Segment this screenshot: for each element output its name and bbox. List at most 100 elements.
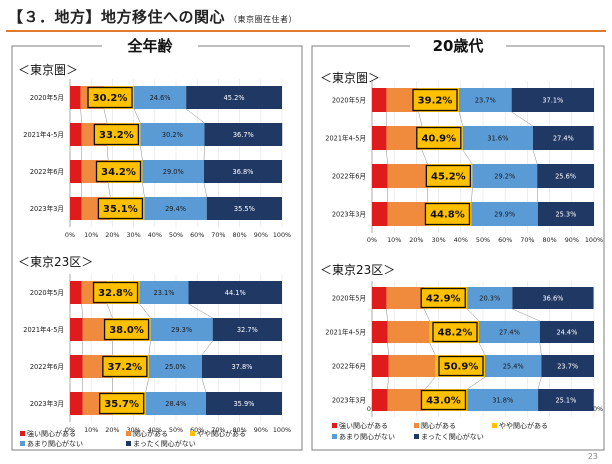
connector-line (203, 182, 207, 198)
chart-group-title: ＜東京圏＞ (18, 63, 78, 77)
connector-line (186, 108, 205, 124)
panel-header-bg (410, 37, 506, 55)
connector-line (429, 342, 436, 356)
legend-label: やや関心がある (499, 421, 548, 430)
legend-label: 強い関心がある (27, 429, 76, 438)
data-label: 35.5% (234, 205, 255, 213)
bar-segment (206, 197, 282, 220)
panel-header: 全年齢 (126, 37, 173, 55)
interest-total-label: 30.2% (93, 93, 128, 104)
connector-line (421, 149, 428, 165)
bar-segment (386, 287, 425, 309)
x-tick-label: 100% (585, 236, 603, 244)
data-label: 36.8% (233, 168, 254, 176)
bar-segment (539, 321, 594, 343)
connector-line (188, 303, 213, 319)
bar-segment (537, 164, 594, 188)
page-number: 23 (587, 452, 598, 461)
data-label: 25.4% (503, 362, 524, 370)
bar-segment (70, 281, 82, 304)
bar-segment (145, 392, 206, 415)
panel-header: 20歳代 (433, 37, 484, 55)
data-label: 20.3% (479, 294, 500, 302)
legend-swatch (492, 423, 497, 428)
data-label: 29.2% (494, 172, 515, 180)
interest-total-label: 35.1% (103, 204, 138, 215)
interest-total-label: 40.9% (421, 134, 456, 145)
data-label: 45.2% (224, 94, 245, 102)
connector-line (107, 182, 111, 198)
bar-segment (204, 123, 283, 146)
bar-segment (201, 355, 282, 378)
bar-segment (70, 86, 81, 109)
bar-segment (372, 389, 388, 411)
legend-swatch (190, 431, 195, 436)
bar-segment (372, 202, 388, 226)
x-tick-label: 50% (476, 236, 490, 244)
bar-segment (484, 355, 542, 377)
x-tick-label: 90% (254, 231, 268, 239)
connector-line (467, 308, 480, 322)
bar-segment (511, 88, 594, 112)
x-tick-label: 80% (232, 231, 246, 239)
x-tick-label: 60% (190, 231, 204, 239)
legend-label: やや関心がある (197, 429, 246, 438)
bar-segment (139, 281, 189, 304)
x-tick-label: 90% (254, 426, 268, 434)
bar-segment (388, 355, 436, 377)
interest-total-label: 43.0% (426, 396, 461, 407)
interest-total-label: 45.2% (431, 172, 466, 183)
bar-segment (70, 160, 82, 183)
connector-line (423, 308, 430, 322)
bar-segment (205, 392, 282, 415)
bar-segment (387, 321, 430, 343)
interest-total-label: 37.2% (108, 362, 143, 373)
x-tick-label: 0% (367, 236, 377, 244)
x-tick-label: 80% (232, 426, 246, 434)
chart-4: ＜東京23区＞0%10%20%30%40%50%60%70%80%90%100%… (320, 263, 603, 417)
bar-segment (538, 389, 594, 411)
connector-line (139, 303, 151, 319)
connector-line (387, 342, 389, 356)
panel-frame (311, 45, 605, 451)
interest-total-label: 34.2% (101, 167, 136, 178)
x-tick-label: 60% (190, 426, 204, 434)
bar-segment (372, 287, 387, 309)
bar-segment (148, 355, 202, 378)
slide-title: 【３．地方】地方移住への関心 （東京圏在住者） (8, 6, 297, 27)
interest-total-box (92, 281, 139, 304)
category-label: 2021年4-5月 (325, 327, 366, 336)
connector-line (537, 376, 542, 390)
data-label: 24.6% (150, 94, 171, 102)
legend-label: 関心がある (133, 429, 168, 438)
bar-segment (372, 164, 388, 188)
x-tick-label: 90% (565, 236, 579, 244)
x-tick-label: 50% (169, 426, 183, 434)
x-tick-label: 10% (387, 236, 401, 244)
interest-total-box (103, 318, 150, 341)
category-label: 2020年5月 (30, 93, 64, 102)
x-tick-label: 0% (65, 231, 75, 239)
connector-line (81, 303, 83, 319)
data-label: 27.4% (499, 328, 520, 336)
bar-segment (462, 126, 533, 150)
data-label: 31.8% (492, 396, 513, 404)
x-tick-label: 80% (542, 236, 556, 244)
data-label: 29.0% (163, 168, 184, 176)
interest-total-label: 33.2% (99, 130, 134, 141)
connector-line (467, 376, 486, 390)
bar-segment (467, 287, 513, 309)
panel-frame (11, 45, 303, 451)
interest-total-box (412, 88, 458, 112)
data-label: 27.4% (553, 134, 574, 142)
category-label: 2023年3月 (332, 395, 366, 404)
interest-total-label: 44.8% (430, 210, 465, 221)
bar-segment (134, 86, 187, 109)
bar-segment (537, 202, 594, 226)
bar-segment (372, 126, 387, 150)
x-tick-label: 40% (454, 236, 468, 244)
title-rule (6, 30, 606, 32)
interest-total-box (97, 197, 144, 220)
